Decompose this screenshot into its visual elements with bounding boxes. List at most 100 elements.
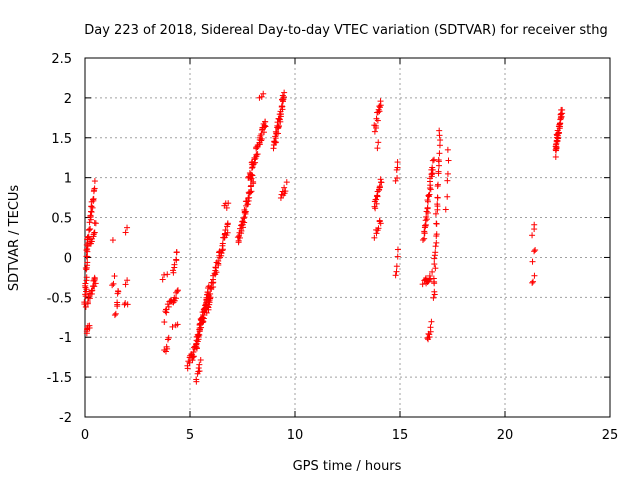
data-point: [432, 210, 439, 217]
data-point: [557, 111, 564, 118]
data-point: [197, 356, 204, 363]
data-point: [90, 195, 97, 202]
data-point: [433, 220, 440, 227]
y-tick-label: 2.5: [51, 52, 72, 67]
data-point: [529, 279, 536, 286]
y-tick-label: -2: [59, 411, 72, 426]
data-point: [199, 309, 206, 316]
data-point: [445, 157, 452, 164]
data-point: [432, 249, 439, 256]
data-point: [435, 168, 442, 175]
data-point: [92, 280, 99, 287]
data-point: [376, 183, 383, 190]
x-tick-label: 15: [392, 428, 409, 443]
data-point: [186, 359, 193, 366]
data-point: [433, 231, 440, 238]
data-point: [260, 90, 267, 97]
data-point: [434, 203, 441, 210]
data-point: [224, 220, 231, 227]
data-point: [444, 146, 451, 153]
data-point: [376, 103, 383, 110]
data-point: [373, 124, 380, 131]
data-point: [258, 93, 265, 100]
data-point: [442, 206, 449, 213]
data-point: [219, 242, 226, 249]
data-point: [262, 123, 269, 130]
data-point: [421, 235, 428, 242]
data-point: [274, 130, 281, 137]
data-point: [419, 236, 426, 243]
data-point: [240, 215, 247, 222]
y-tick-label: -0.5: [47, 291, 72, 306]
data-point: [429, 268, 436, 275]
data-point: [282, 188, 289, 195]
data-point: [165, 334, 172, 341]
data-point: [87, 212, 94, 219]
data-point: [169, 323, 176, 330]
data-point: [374, 145, 381, 152]
data-point: [210, 279, 217, 286]
data-point: [82, 291, 89, 298]
data-point: [91, 185, 98, 192]
data-point: [215, 258, 222, 265]
data-point: [423, 208, 430, 215]
data-point: [173, 295, 180, 302]
data-point: [114, 301, 121, 308]
data-point: [88, 209, 95, 216]
data-point: [170, 269, 177, 276]
data-point: [531, 221, 538, 228]
data-point: [248, 171, 255, 178]
data-point: [437, 137, 444, 144]
data-point: [90, 188, 97, 195]
data-point: [112, 310, 119, 317]
data-point: [205, 306, 212, 313]
data-point: [275, 123, 282, 130]
data-point: [82, 280, 89, 287]
axis-ticks: 0 5 10 15 20 25 -2 -1.5 -1 -0.5 0 0.5 1 1.5 2 2.5: [47, 52, 619, 443]
data-point: [254, 151, 261, 158]
x-axis-label: GPS time / hours: [293, 459, 402, 474]
data-point: [372, 205, 379, 212]
data-point: [224, 229, 231, 236]
data-point: [122, 229, 129, 236]
data-point: [89, 204, 96, 211]
x-tick-label: 0: [81, 428, 89, 443]
data-point: [87, 225, 94, 232]
y-tick-label: 0: [64, 251, 72, 266]
data-point: [84, 259, 91, 266]
data-point: [371, 234, 378, 241]
data-point: [552, 153, 559, 160]
data-point: [247, 183, 254, 190]
data-point: [529, 258, 536, 265]
data-point: [426, 331, 433, 338]
data-point: [394, 159, 401, 166]
data-point: [555, 129, 562, 136]
data-point: [375, 225, 382, 232]
data-point: [109, 282, 116, 289]
data-point: [162, 348, 169, 355]
y-tick-label: -1.5: [47, 371, 72, 386]
data-point: [394, 253, 401, 260]
data-point: [444, 177, 451, 184]
data-point: [124, 224, 131, 231]
data-point: [193, 344, 200, 351]
data-point: [531, 248, 538, 255]
data-point: [239, 218, 246, 225]
data-point: [432, 265, 439, 272]
data-point: [91, 229, 98, 236]
data-point: [189, 357, 196, 364]
data-point: [283, 179, 290, 186]
x-tick-label: 10: [287, 428, 304, 443]
data-point: [378, 179, 385, 186]
data-point: [251, 156, 258, 163]
data-point: [430, 275, 437, 282]
data-point: [219, 246, 226, 253]
data-points: [81, 89, 566, 385]
data-point: [377, 220, 384, 227]
data-point: [86, 322, 93, 329]
data-point: [240, 224, 247, 231]
data-point: [82, 303, 89, 310]
data-point: [371, 128, 378, 135]
data-point: [109, 237, 116, 244]
data-point: [174, 321, 181, 328]
